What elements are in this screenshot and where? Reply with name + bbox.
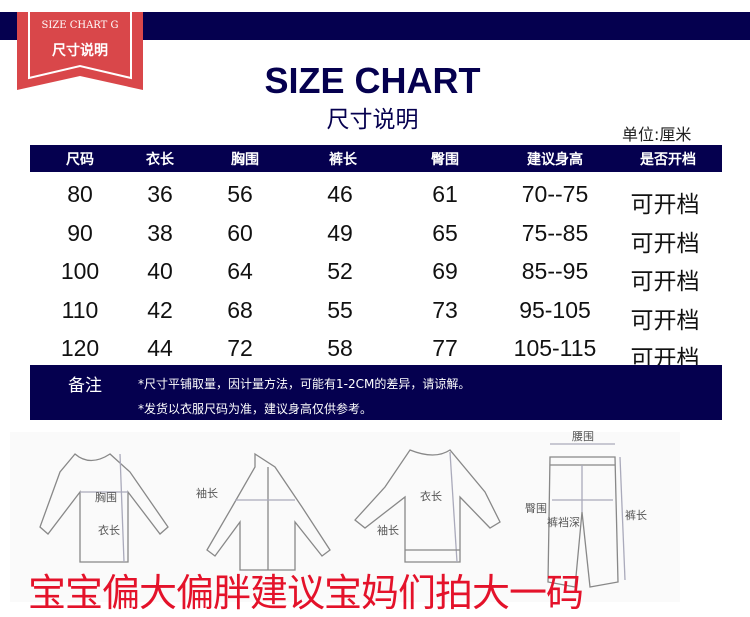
cell-pants-length: 55: [327, 296, 353, 323]
cell-chest: 64: [227, 258, 253, 284]
cell-height: 75--85: [521, 219, 589, 246]
unit-label: 单位:厘米: [622, 125, 692, 144]
cell-top-length: 36: [147, 181, 173, 207]
cell-pants-length: 52: [327, 258, 353, 284]
cell-chest: 60: [227, 219, 253, 246]
page-title: SIZE CHART: [264, 60, 481, 101]
cell-height: 85--95: [521, 258, 589, 284]
page-subtitle: 尺寸说明: [326, 107, 419, 133]
measurement-diagrams: 胸围 衣长 袖长 衣长 袖长 腰围 臀围 裤裆深 裤长: [10, 430, 680, 602]
cell-open-crotch: 可开档: [630, 307, 700, 334]
label-chest: 胸围: [95, 491, 117, 504]
header-top-length: 衣长: [146, 152, 174, 168]
pants-diagram: [547, 443, 626, 588]
table-header: 尺码 衣长 胸围 裤长 臀围 建议身高 是否开档: [30, 145, 722, 172]
ribbon-chinese: 尺寸说明: [52, 43, 108, 59]
note-line: *尺寸平铺取量，因计量方法，可能有1-2CM的差异，请谅解。: [138, 377, 471, 391]
ribbon-shape: [17, 12, 143, 90]
cell-open-crotch: 可开档: [630, 192, 700, 218]
table-row: 80 36 56 46 61 70--75 可开档: [0, 181, 750, 219]
label-length-2: 衣长: [420, 490, 442, 503]
cell-height: 70--75: [521, 181, 589, 207]
cell-chest: 72: [227, 335, 253, 361]
header-size: 尺码: [66, 152, 94, 168]
notes-box: 备注 *尺寸平铺取量，因计量方法，可能有1-2CM的差异，请谅解。 *发货以衣服…: [30, 365, 722, 420]
cell-pants-length: 58: [327, 335, 353, 361]
cell-size: 110: [61, 296, 99, 323]
cell-chest: 68: [227, 296, 253, 323]
cell-hip: 69: [432, 258, 458, 284]
cell-height: 95-105: [519, 296, 591, 323]
sweater-diagram: [354, 449, 501, 563]
label-waist: 腰围: [572, 430, 594, 443]
header-open-crotch: 是否开档: [640, 152, 696, 168]
label-sleeve: 袖长: [196, 487, 218, 500]
label-length: 衣长: [98, 524, 120, 537]
cell-chest: 56: [227, 181, 253, 207]
cell-open-crotch: 可开档: [630, 230, 700, 257]
note-line: *发货以衣服尺码为准，建议身高仅供参考。: [138, 402, 373, 416]
cell-pants-length: 49: [327, 219, 353, 246]
cell-pants-length: 46: [327, 181, 353, 207]
cell-hip: 73: [432, 296, 458, 323]
garment-outlines: [39, 443, 626, 588]
table-row: 110 42 68 55 73 95-105 可开档: [0, 297, 750, 335]
tshirt-diagram: [39, 453, 169, 563]
header-hip: 臀围: [431, 152, 459, 168]
cell-size: 120: [60, 335, 100, 361]
header-height: 建议身高: [527, 152, 583, 168]
cell-top-length: 42: [147, 296, 173, 323]
label-pants-length: 裤长: [625, 509, 647, 522]
table-row: 100 40 64 52 69 85--95 可开档: [0, 258, 750, 296]
cell-top-length: 40: [147, 258, 173, 284]
slogan-text: 宝宝偏大偏胖建议宝妈们拍大一码: [28, 571, 584, 615]
notes-label: 备注: [68, 376, 102, 396]
header-pants-length: 裤长: [329, 152, 357, 168]
cell-height: 105-115: [513, 335, 597, 361]
label-crotch: 裤裆深: [547, 516, 580, 529]
cell-top-length: 38: [147, 219, 173, 246]
cell-open-crotch: 可开档: [630, 269, 700, 295]
table-row: 90 38 60 49 65 75--85 可开档: [0, 220, 750, 258]
cell-hip: 65: [432, 219, 458, 246]
cell-top-length: 44: [147, 335, 173, 361]
ribbon-english: SIZE CHART G: [41, 20, 119, 31]
cell-size: 100: [60, 258, 100, 284]
cell-hip: 77: [432, 335, 458, 361]
header-chest: 胸围: [231, 152, 259, 168]
shirt-diagram: [206, 452, 331, 571]
cell-size: 90: [67, 219, 93, 246]
cell-hip: 61: [432, 181, 458, 207]
label-hip: 臀围: [525, 502, 547, 515]
label-sleeve-2: 袖长: [377, 524, 399, 537]
size-chart-ribbon: SIZE CHART G 尺寸说明: [17, 12, 143, 90]
cell-size: 80: [67, 181, 93, 207]
